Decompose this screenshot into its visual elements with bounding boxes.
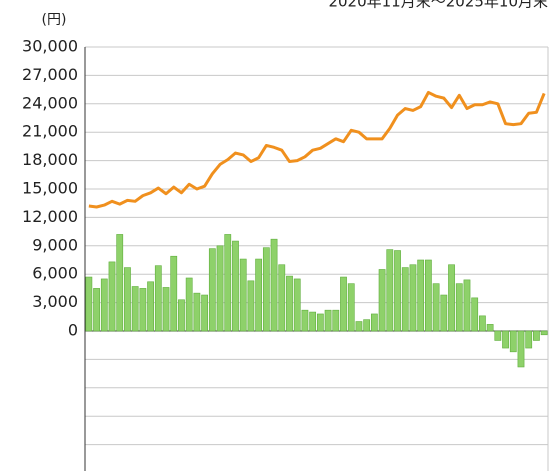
bar: [409, 264, 417, 332]
bar: [347, 283, 355, 332]
bar: [378, 269, 386, 332]
y-tick-label: 24,000: [22, 93, 78, 112]
y-tick-label: 18,000: [22, 150, 78, 169]
y-tick-label: 12,000: [22, 207, 78, 226]
bar: [471, 297, 479, 332]
bar: [432, 283, 440, 332]
bar: [170, 255, 178, 332]
bar: [494, 330, 502, 341]
bar: [201, 294, 208, 332]
bar: [355, 321, 363, 332]
bar: [100, 278, 108, 332]
bar: [370, 313, 378, 332]
bar: [533, 330, 540, 341]
bar: [502, 330, 509, 349]
y-tick-label: 9,000: [32, 235, 78, 254]
bar: [448, 264, 455, 332]
bar: [178, 299, 185, 332]
bar: [340, 276, 347, 332]
bar: [216, 245, 224, 332]
bar: [193, 292, 201, 332]
bar: [425, 259, 432, 332]
unit-label: (円): [42, 12, 67, 28]
bar: [270, 238, 278, 332]
bar: [147, 281, 154, 332]
bar: [185, 277, 193, 332]
bar: [162, 287, 170, 332]
y-tick-label: 3,000: [32, 292, 78, 311]
bar: [124, 267, 131, 332]
y-tick-label: 15,000: [22, 179, 78, 198]
bar: [208, 248, 216, 332]
bar: [479, 315, 486, 332]
bar: [247, 280, 255, 332]
bar: [154, 265, 162, 332]
y-tick-label: 21,000: [22, 122, 78, 141]
period-label: 2020年11月末～2025年10月末: [328, 0, 548, 11]
bar: [455, 283, 463, 332]
bar: [93, 288, 100, 332]
bar: [486, 324, 494, 332]
bar: [309, 311, 317, 332]
bar: [440, 294, 448, 332]
y-tick-label: 0: [68, 321, 78, 340]
bar: [255, 258, 263, 332]
bar: [286, 275, 293, 332]
bar: [509, 330, 517, 353]
bar: [108, 261, 116, 332]
bar: [239, 258, 247, 332]
bar: [85, 276, 93, 332]
bar: [386, 249, 394, 332]
bar: [463, 279, 471, 332]
line: [88, 90, 546, 209]
bar: [363, 319, 371, 332]
bar: [401, 267, 409, 332]
bar: [324, 309, 332, 332]
bar: [293, 278, 301, 332]
bar: [540, 330, 548, 336]
bar: [116, 234, 124, 332]
bar: [394, 250, 401, 332]
bar: [417, 259, 425, 332]
bar: [525, 330, 533, 349]
bar: [262, 247, 270, 332]
bar: [139, 288, 147, 332]
bar: [332, 309, 340, 332]
bar: [131, 286, 139, 332]
bar: [517, 330, 525, 368]
y-tick-label: 27,000: [22, 65, 78, 84]
y-tick-label: 6,000: [32, 264, 78, 283]
y-tick-label: 30,000: [22, 37, 78, 56]
bar: [278, 264, 286, 332]
bar: [316, 313, 324, 332]
bar: [224, 234, 232, 332]
bar: [301, 309, 309, 332]
bar: [232, 240, 239, 332]
